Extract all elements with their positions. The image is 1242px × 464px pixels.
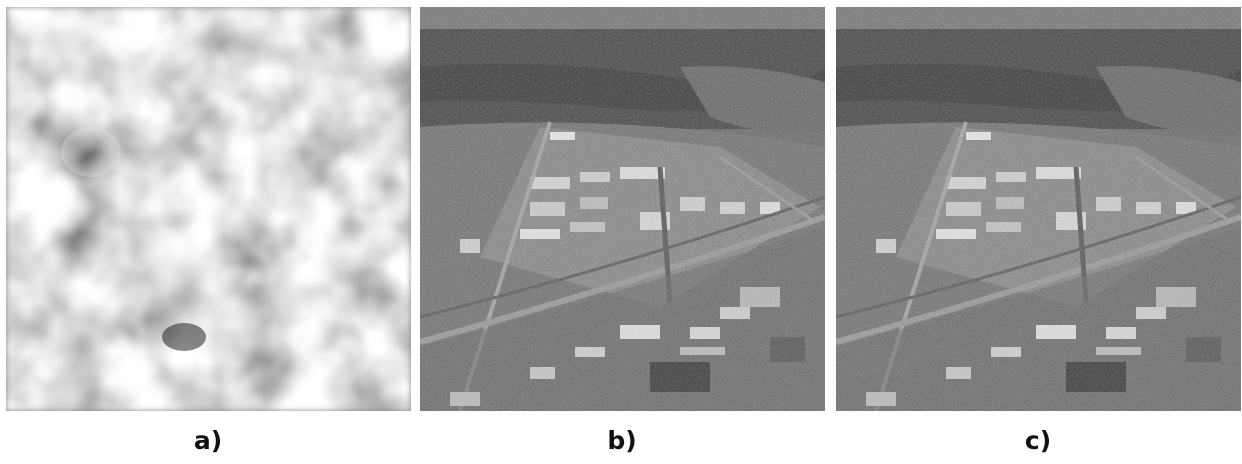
- aerial-photo-image: [836, 7, 1241, 411]
- aerial-photo-image: [420, 7, 825, 411]
- panel-a-caption: a): [193, 426, 223, 455]
- panel-c-caption: c): [1024, 426, 1052, 455]
- panel-b-caption: b): [607, 426, 637, 455]
- noise-texture-image: [6, 7, 411, 411]
